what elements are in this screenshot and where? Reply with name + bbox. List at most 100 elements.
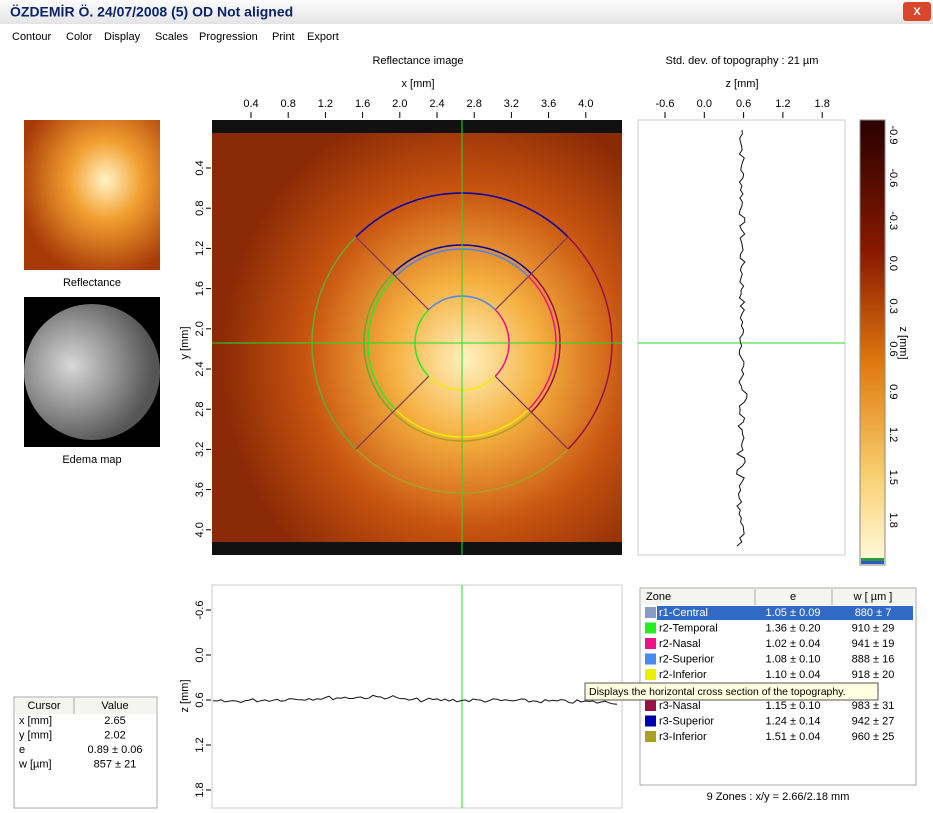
zone-name[interactable]: r2-Nasal: [659, 638, 701, 650]
colorbar-tick-label: -0.6: [887, 168, 899, 187]
x-tick-label: 4.0: [578, 98, 593, 110]
cursor-value: 0.89 ± 0.06: [88, 744, 143, 756]
zone-e: 1.08 ± 0.10: [766, 653, 821, 665]
header-cell: w [ µm ]: [853, 591, 893, 603]
menu-item[interactable]: Scales: [155, 31, 189, 43]
side-tick-label: 1.8: [815, 98, 830, 110]
zone-name[interactable]: r2-Inferior: [659, 669, 707, 681]
header-cell: e: [790, 591, 796, 603]
zone-w: 918 ± 20: [852, 669, 895, 681]
zone-e: 1.02 ± 0.04: [766, 638, 821, 650]
zone-swatch: [645, 731, 656, 742]
side-tick-label: 1.2: [775, 98, 790, 110]
colorbar-tick-label: 1.8: [887, 513, 899, 528]
zone-e: 1.10 ± 0.04: [766, 669, 821, 681]
x-tick-label: 3.2: [504, 98, 519, 110]
bottom-tick-label: -0.6: [194, 601, 206, 620]
thumbnail-label: Edema map: [62, 454, 121, 466]
bottom-tick-label: 1.2: [194, 737, 206, 752]
zone-w: 941 ± 19: [852, 638, 895, 650]
cursor-label: x [mm]: [19, 715, 52, 727]
thumbnail-label: Reflectance: [63, 277, 121, 289]
image-band: [212, 542, 622, 555]
menu-item[interactable]: Display: [104, 31, 141, 43]
zone-name[interactable]: r3-Inferior: [659, 731, 707, 743]
colorbar: [860, 120, 885, 565]
y-tick-label: 1.6: [194, 281, 206, 296]
y-tick-label: 1.2: [194, 241, 206, 256]
bottom-y-label: z [mm]: [179, 680, 191, 713]
image-band: [212, 120, 622, 133]
close-icon[interactable]: X: [913, 6, 921, 18]
colorbar-tick-label: 0.3: [887, 299, 899, 314]
header-cell: Zone: [646, 591, 671, 603]
bottom-profile-panel: [212, 585, 622, 808]
zone-swatch: [645, 669, 656, 680]
header-cell: Cursor: [27, 700, 60, 712]
zone-name[interactable]: r3-Nasal: [659, 700, 701, 712]
zone-e: 1.24 ± 0.14: [766, 715, 821, 727]
bottom-tick-label: 0.0: [194, 647, 206, 662]
zone-w: 960 ± 25: [852, 731, 895, 743]
menu-item[interactable]: Export: [307, 31, 339, 43]
zone-name[interactable]: r3-Superior: [659, 715, 714, 727]
x-tick-label: 1.2: [318, 98, 333, 110]
y-axis-label: y [mm]: [179, 327, 191, 360]
colorbar-tick-label: 0.0: [887, 256, 899, 271]
image-title: Reflectance image: [372, 55, 463, 67]
app-window: ÖZDEMİR Ö. 24/07/2008 (5) OD Not aligned…: [0, 0, 933, 813]
y-tick-label: 0.8: [194, 201, 206, 216]
cursor-value: 2.02: [104, 729, 125, 741]
zone-swatch: [645, 654, 656, 665]
y-tick-label: 3.2: [194, 442, 206, 457]
zone-swatch: [645, 623, 656, 634]
side-tick-label: 0.0: [697, 98, 712, 110]
x-tick-label: 2.4: [429, 98, 444, 110]
zone-swatch: [645, 716, 656, 727]
x-tick-label: 2.8: [467, 98, 482, 110]
colorbar-tick-label: -0.3: [887, 211, 899, 230]
menu-item[interactable]: Contour: [12, 31, 51, 43]
y-tick-label: 3.6: [194, 482, 206, 497]
zone-e: 1.15 ± 0.10: [766, 700, 821, 712]
x-tick-label: 2.0: [392, 98, 407, 110]
zone-swatch: [645, 638, 656, 649]
zone-w: 942 ± 27: [852, 715, 895, 727]
menu-item[interactable]: Color: [66, 31, 93, 43]
y-tick-label: 0.4: [194, 160, 206, 175]
zone-w: 888 ± 16: [852, 653, 895, 665]
zone-w: 983 ± 31: [852, 700, 895, 712]
y-tick-label: 4.0: [194, 522, 206, 537]
edema-disc: [24, 304, 160, 440]
colorbar-strip: [861, 561, 884, 564]
colorbar-tick-label: 0.6: [887, 341, 899, 356]
colorbar-strip: [861, 558, 884, 561]
zone-name[interactable]: r2-Temporal: [659, 622, 718, 634]
window-title: ÖZDEMİR Ö. 24/07/2008 (5) OD Not aligned: [10, 4, 293, 20]
zone-e: 1.36 ± 0.20: [766, 622, 821, 634]
menu-item[interactable]: Print: [272, 31, 295, 43]
colorbar-tick-label: 0.9: [887, 384, 899, 399]
cursor-value: 857 ± 21: [94, 758, 137, 770]
x-tick-label: 0.4: [243, 98, 258, 110]
tooltip: Displays the horizontal cross section of…: [589, 686, 846, 698]
zone-name[interactable]: r1-Central: [659, 607, 708, 619]
side-tick-label: 0.6: [736, 98, 751, 110]
side-title: Std. dev. of topography : 21 µm: [666, 55, 819, 67]
zone-footer: 9 Zones : x/y = 2.66/2.18 mm: [707, 791, 850, 803]
zone-w: 880 ± 7: [855, 607, 892, 619]
reflectance-thumbnail[interactable]: [24, 120, 160, 270]
zone-swatch: [645, 700, 656, 711]
y-tick-label: 2.8: [194, 402, 206, 417]
bottom-tick-label: 1.8: [194, 782, 206, 797]
cursor-label: w [µm]: [18, 758, 52, 770]
y-tick-label: 2.4: [194, 361, 206, 376]
x-tick-label: 1.6: [355, 98, 370, 110]
side-tick-label: -0.6: [656, 98, 675, 110]
header-cell: Value: [101, 700, 128, 712]
zone-name[interactable]: r2-Superior: [659, 653, 714, 665]
zone-swatch: [645, 607, 656, 618]
colorbar-tick-label: 1.5: [887, 470, 899, 485]
cursor-value: 2.65: [104, 715, 125, 727]
menu-item[interactable]: Progression: [199, 31, 258, 43]
